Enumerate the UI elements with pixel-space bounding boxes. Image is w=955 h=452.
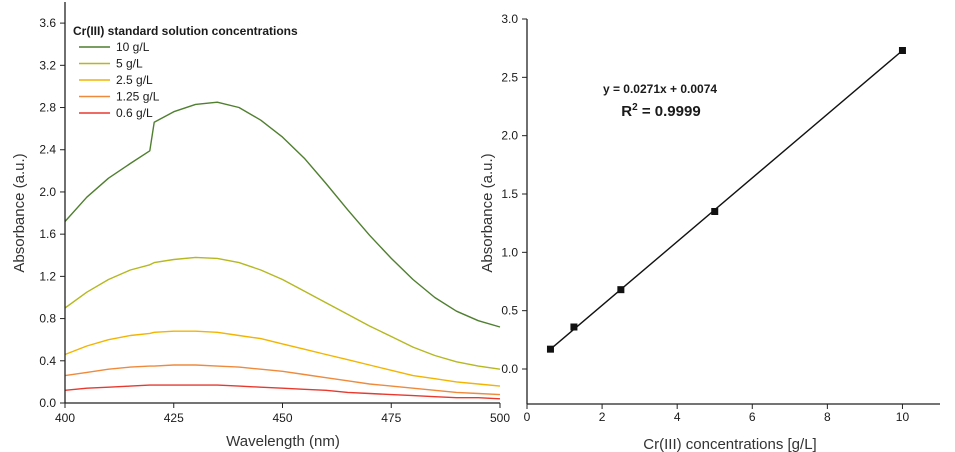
left-y-tick-label: 0.4	[39, 354, 56, 368]
r-squared-label: R2 = 0.9999	[621, 102, 700, 120]
spectrum-line	[64, 256, 501, 370]
spectrum-line	[64, 101, 501, 328]
absorbance-spectra-chart: 400 425 450 475 500 0.0 0.4 0.8 1.2 1.6 2.0 2.4 2.8 3…	[11, 2, 510, 450]
left-x-tick-label: 450	[272, 411, 292, 425]
right-axes: 0 2 4 6 8 10 0.0 0.5 1.0 1.5 2.0 2.5 3.0	[501, 12, 940, 424]
regression-equation: y = 0.0271x + 0.0074	[603, 82, 717, 96]
right-x-tick-label: 8	[824, 410, 831, 424]
legend-entry: 5 g/L	[116, 57, 143, 71]
calibration-chart: 0 2 4 6 8 10 0.0 0.5 1.0 1.5 2.0 2.5 3.0 Cr(III) con…	[479, 12, 940, 452]
right-x-tick-label: 10	[896, 410, 910, 424]
left-x-axis-label: Wavelength (nm)	[226, 433, 340, 450]
spectrum-line	[64, 330, 501, 387]
right-y-axis-label: Absorbance (a.u.)	[479, 153, 496, 272]
left-x-tick-label: 425	[164, 411, 184, 425]
legend-entry: 1.25 g/L	[116, 90, 160, 104]
spectrum-line	[64, 384, 501, 400]
legend-entry: 2.5 g/L	[116, 73, 153, 87]
calibration-points-group	[546, 47, 906, 353]
right-y-tick-label: 3.0	[501, 12, 518, 26]
spectrum-line	[64, 364, 501, 396]
right-x-tick-label: 2	[599, 410, 606, 424]
right-x-tick-label: 0	[524, 410, 531, 424]
left-y-tick-label: 2.0	[39, 185, 56, 199]
left-y-tick-label: 2.4	[39, 143, 56, 157]
left-x-tick-label: 475	[381, 411, 401, 425]
fit-line-group	[550, 49, 903, 350]
left-x-tick-label: 500	[490, 411, 510, 425]
calibration-point	[898, 47, 906, 54]
left-y-tick-label: 1.2	[39, 269, 56, 283]
left-y-axis-label: Absorbance (a.u.)	[11, 153, 28, 272]
legend-entry: 10 g/L	[116, 40, 150, 54]
legend-entry: 0.6 g/L	[116, 106, 153, 120]
left-axes: 400 425 450 475 500 0.0 0.4 0.8 1.2 1.6 2.0 2.4 2.8 3…	[39, 2, 510, 425]
right-y-tick-label: 1.5	[501, 187, 518, 201]
calibration-point	[570, 323, 578, 331]
calibration-point	[546, 345, 554, 353]
right-y-tick-label: 0.5	[501, 304, 518, 318]
right-x-tick-label: 6	[749, 410, 756, 424]
r-squared-value: = 0.9999	[638, 103, 701, 120]
left-y-tick-label: 3.2	[39, 58, 56, 72]
calibration-point	[711, 208, 719, 215]
regression-fit-line	[550, 49, 903, 350]
legend-title: Cr(III) standard solution concentrations	[73, 24, 298, 38]
right-y-tick-label: 1.0	[501, 245, 518, 259]
left-x-tick-label: 400	[55, 411, 75, 425]
left-y-tick-label: 2.8	[39, 101, 56, 115]
calibration-point	[617, 286, 625, 294]
left-y-tick-label: 1.6	[39, 227, 56, 241]
legend: Cr(III) standard solution concentrations…	[73, 24, 298, 120]
r-squared-r: R	[621, 103, 632, 120]
spectra-series-group	[64, 101, 501, 400]
right-x-axis-label: Cr(III) concentrations [g/L]	[643, 436, 816, 452]
left-y-tick-label: 0.0	[39, 396, 56, 410]
right-y-tick-label: 2.5	[501, 70, 518, 84]
left-y-tick-label: 0.8	[39, 312, 56, 326]
right-y-tick-label: 2.0	[501, 129, 518, 143]
r-squared-superscript: 2	[632, 102, 638, 113]
left-y-tick-label: 3.6	[39, 16, 56, 30]
right-y-tick-label: 0.0	[501, 362, 518, 376]
right-x-tick-label: 4	[674, 410, 681, 424]
